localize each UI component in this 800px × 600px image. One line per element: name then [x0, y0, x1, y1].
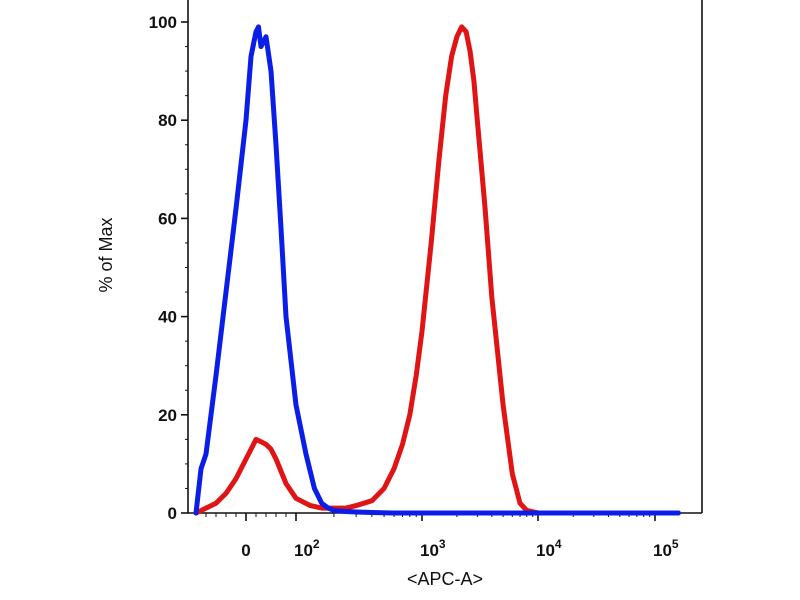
series-line-red [193, 24, 681, 516]
y-axis-title: % of Max [96, 217, 116, 292]
y-tick-label: 20 [158, 406, 177, 425]
y-tick-label: 0 [168, 504, 177, 523]
x-axis-title: <APC-A> [407, 569, 483, 589]
series-line-blue [193, 24, 681, 516]
y-tick-label: 100 [149, 13, 177, 32]
x-tick-label: 103 [420, 537, 446, 560]
x-tick-label: 105 [653, 537, 679, 560]
x-tick-label: 104 [536, 537, 562, 560]
y-tick-label: 60 [158, 209, 177, 228]
x-tick-label: 102 [294, 537, 320, 560]
y-tick-label: 40 [158, 308, 177, 327]
x-tick-label: 0 [241, 541, 250, 560]
y-tick-label: 80 [158, 111, 177, 130]
